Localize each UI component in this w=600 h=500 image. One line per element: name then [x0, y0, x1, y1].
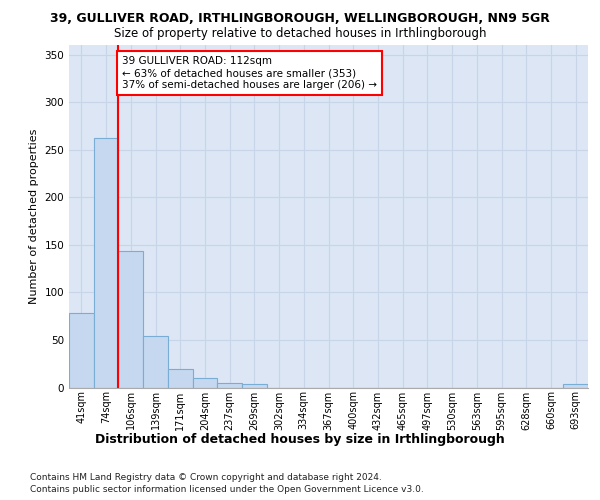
Bar [94, 138, 118, 388]
Bar [193, 378, 217, 388]
Bar [118, 252, 143, 388]
Text: Distribution of detached houses by size in Irthlingborough: Distribution of detached houses by size … [95, 432, 505, 446]
Bar [563, 384, 588, 388]
Text: 39 GULLIVER ROAD: 112sqm
← 63% of detached houses are smaller (353)
37% of semi-: 39 GULLIVER ROAD: 112sqm ← 63% of detach… [122, 56, 377, 90]
Bar [69, 314, 94, 388]
Bar [143, 336, 168, 388]
Text: Contains public sector information licensed under the Open Government Licence v3: Contains public sector information licen… [30, 485, 424, 494]
Text: Size of property relative to detached houses in Irthlingborough: Size of property relative to detached ho… [114, 28, 486, 40]
Bar [242, 384, 267, 388]
Y-axis label: Number of detached properties: Number of detached properties [29, 128, 39, 304]
Text: 39, GULLIVER ROAD, IRTHLINGBOROUGH, WELLINGBOROUGH, NN9 5GR: 39, GULLIVER ROAD, IRTHLINGBOROUGH, WELL… [50, 12, 550, 26]
Text: Contains HM Land Registry data © Crown copyright and database right 2024.: Contains HM Land Registry data © Crown c… [30, 472, 382, 482]
Bar [168, 370, 193, 388]
Bar [217, 382, 242, 388]
